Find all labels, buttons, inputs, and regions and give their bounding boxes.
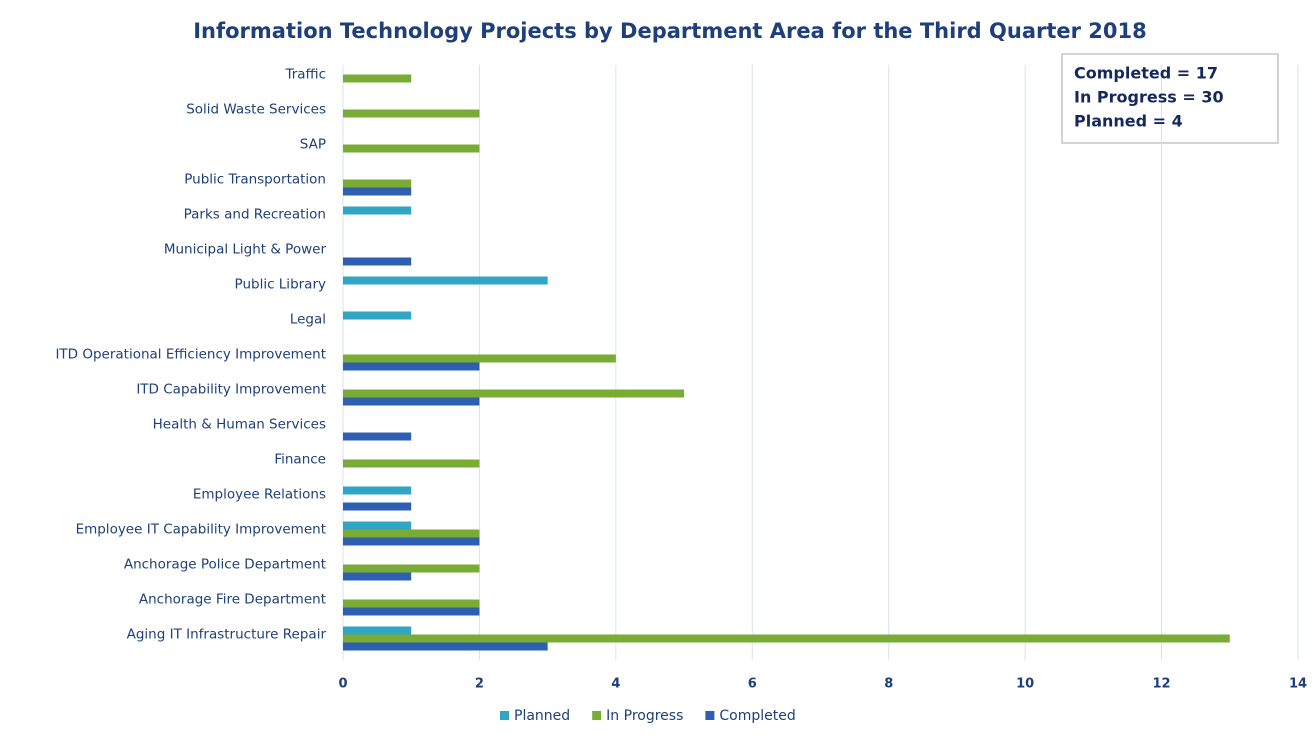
x-tick-label: 8	[884, 677, 893, 692]
x-tick-label: 2	[475, 677, 484, 692]
bar	[343, 599, 480, 608]
y-tick-label: Parks and Recreation	[184, 207, 326, 223]
x-tick-label: 6	[748, 677, 757, 692]
legend-label: Planned	[514, 708, 570, 724]
bar	[343, 354, 616, 363]
chart-title: Information Technology Projects by Depar…	[193, 19, 1147, 43]
annotation: In Progress = 30	[1074, 88, 1224, 107]
legend-swatch	[592, 711, 602, 720]
y-tick-label: Municipal Light & Power	[164, 242, 327, 258]
annotation: Planned = 4	[1074, 112, 1183, 131]
bar	[343, 144, 480, 153]
bar	[343, 257, 412, 266]
bar	[343, 276, 548, 285]
bar	[343, 537, 480, 546]
y-tick-label: Employee IT Capability Improvement	[76, 522, 326, 538]
y-tick-label: ITD Operational Efficiency Improvement	[55, 347, 326, 363]
bar	[343, 206, 412, 215]
y-tick-label: Anchorage Police Department	[124, 557, 326, 573]
y-tick-label: Traffic	[284, 67, 326, 83]
bar	[343, 626, 412, 635]
annotation-box	[1061, 53, 1279, 144]
bar	[343, 572, 412, 581]
bar	[343, 564, 480, 573]
bar	[343, 397, 480, 406]
x-tick-label: 14	[1289, 677, 1307, 692]
y-tick-label: Employee Relations	[193, 487, 326, 503]
bar	[343, 607, 480, 616]
legend-label: In Progress	[606, 708, 683, 724]
legend-label: Completed	[719, 708, 795, 724]
legend-swatch	[500, 711, 509, 720]
y-tick-label: Public Library	[235, 277, 326, 293]
legend-swatch	[705, 711, 715, 720]
bar	[343, 74, 412, 83]
y-tick-label: Legal	[290, 312, 326, 328]
y-tick-label: Finance	[274, 452, 326, 468]
bar	[343, 502, 412, 511]
bar	[343, 362, 480, 371]
y-tick-label: Aging IT Infrastructure Repair	[127, 627, 327, 643]
y-tick-label: Public Transportation	[184, 172, 326, 188]
y-tick-label: Anchorage Fire Department	[139, 592, 326, 608]
y-tick-label: Health & Human Services	[153, 417, 326, 433]
annotation: Completed = 17	[1074, 64, 1218, 83]
bar	[343, 187, 412, 196]
bar	[343, 486, 412, 495]
y-tick-label: Solid Waste Services	[186, 102, 326, 118]
bar	[343, 432, 412, 441]
bar	[343, 389, 685, 398]
y-tick-label: SAP	[300, 137, 326, 153]
bar	[343, 459, 480, 468]
x-tick-label: 4	[611, 677, 620, 692]
x-tick-label: 0	[338, 677, 347, 692]
bar	[343, 521, 412, 530]
y-tick-label: ITD Capability Improvement	[136, 382, 326, 398]
bar	[343, 179, 412, 188]
x-tick-label: 12	[1153, 677, 1171, 692]
bar	[343, 529, 480, 538]
bar	[343, 642, 548, 651]
bar	[343, 311, 412, 320]
x-tick-label: 10	[1016, 677, 1034, 692]
bar	[343, 109, 480, 118]
bar	[343, 634, 1230, 643]
